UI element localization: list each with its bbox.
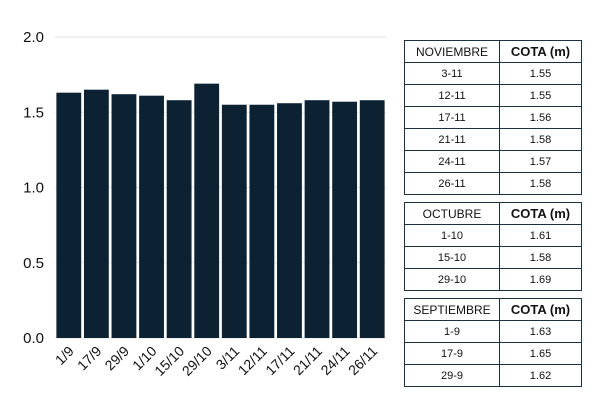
date-cell: 12-11 <box>404 84 500 107</box>
october-table: OCTUBRE COTA (m) 1-10 1.61 15-10 1.58 29-1… <box>404 202 582 291</box>
date-cell: 1-10 <box>404 224 500 247</box>
table-row: 12-11 1.55 <box>404 84 582 107</box>
table-row: 15-10 1.58 <box>404 246 582 269</box>
cota-cell: 1.58 <box>499 246 582 269</box>
date-cell: 17-11 <box>404 106 500 129</box>
cota-cell: 1.65 <box>499 342 582 365</box>
table-row: 17-11 1.56 <box>404 106 582 129</box>
date-cell: 24-11 <box>404 150 500 173</box>
x-tick-label: 21/11 <box>290 343 326 379</box>
table-row: 24-11 1.57 <box>404 150 582 173</box>
table-row: 1-9 1.63 <box>404 320 582 343</box>
bar <box>111 94 137 338</box>
y-tick-label: 0.5 <box>23 255 44 272</box>
date-cell: 1-9 <box>404 320 500 343</box>
x-tick-label: 15/10 <box>151 343 187 379</box>
cota-cell: 1.63 <box>499 320 582 343</box>
table-header-row: OCTUBRE COTA (m) <box>404 202 582 225</box>
bar <box>56 92 82 338</box>
cota-cell: 1.69 <box>499 268 582 291</box>
bar <box>277 103 302 338</box>
y-tick-label: 1.0 <box>23 180 44 197</box>
x-tick-label: 29/10 <box>179 343 215 379</box>
cota-cell: 1.55 <box>499 84 582 107</box>
cota-cell: 1.55 <box>499 62 582 85</box>
table-row: 3-11 1.55 <box>404 62 582 85</box>
table-header-row: SEPTIEMBRE COTA (m) <box>404 298 582 321</box>
cota-cell: 1.62 <box>499 364 582 387</box>
table-header-row: NOVIEMBRE COTA (m) <box>404 40 582 63</box>
y-tick-label: 0.0 <box>23 330 44 347</box>
x-tick-label: 29/9 <box>101 343 132 374</box>
table-row: 21-11 1.58 <box>404 128 582 151</box>
november-table: NOVIEMBRE COTA (m) 3-11 1.55 12-11 1.55 17… <box>404 40 582 195</box>
cota-header: COTA (m) <box>499 202 582 225</box>
cota-cell: 1.58 <box>499 172 582 195</box>
month-header: OCTUBRE <box>404 202 500 225</box>
cota-cell: 1.58 <box>499 128 582 151</box>
date-cell: 26-11 <box>404 172 500 195</box>
month-header: SEPTIEMBRE <box>404 298 500 321</box>
cota-header: COTA (m) <box>499 298 582 321</box>
date-cell: 21-11 <box>404 128 500 151</box>
month-header: NOVIEMBRE <box>404 40 500 63</box>
bars <box>56 83 385 339</box>
x-tick-label: 26/11 <box>345 343 381 379</box>
bar <box>83 89 109 338</box>
bar <box>221 104 247 338</box>
date-cell: 3-11 <box>404 62 500 85</box>
bar <box>359 100 385 339</box>
table-row: 1-10 1.61 <box>404 224 582 247</box>
x-tick-label: 17/11 <box>262 343 298 379</box>
bar <box>332 101 358 338</box>
bar <box>194 83 220 338</box>
table-row: 17-9 1.65 <box>404 342 582 365</box>
x-axis-ticks: 1/917/929/91/1015/1029/103/1112/1117/112… <box>52 343 381 379</box>
bar <box>249 104 275 338</box>
cota-cell: 1.56 <box>499 106 582 129</box>
date-cell: 15-10 <box>404 246 500 269</box>
cota-cell: 1.61 <box>499 224 582 247</box>
table-row: 29-9 1.62 <box>404 364 582 387</box>
date-cell: 29-10 <box>404 268 500 291</box>
y-tick-label: 2.0 <box>23 29 44 46</box>
y-axis-ticks: 0.0 0.5 1.0 1.5 2.0 <box>23 29 44 347</box>
date-cell: 17-9 <box>404 342 500 365</box>
grid-lines <box>55 36 386 339</box>
y-tick-label: 1.5 <box>23 104 44 121</box>
bar-chart: 0.0 0.5 1.0 1.5 2.0 1/917/929/91/1015/1029/1… <box>23 29 386 379</box>
x-tick-label: 17/9 <box>74 343 105 374</box>
cota-header: COTA (m) <box>499 40 582 63</box>
table-row: 29-10 1.69 <box>404 268 582 291</box>
bar <box>304 100 330 339</box>
bar <box>139 95 164 338</box>
table-row: 26-11 1.58 <box>404 172 582 195</box>
bar <box>166 100 192 339</box>
date-cell: 29-9 <box>404 364 500 387</box>
x-tick-label: 12/11 <box>235 343 271 379</box>
x-tick-label: 24/11 <box>317 343 353 379</box>
september-table: SEPTIEMBRE COTA (m) 1-9 1.63 17-9 1.65 29-… <box>404 298 582 387</box>
x-tick-label: 1/9 <box>52 343 77 368</box>
cota-cell: 1.57 <box>499 150 582 173</box>
